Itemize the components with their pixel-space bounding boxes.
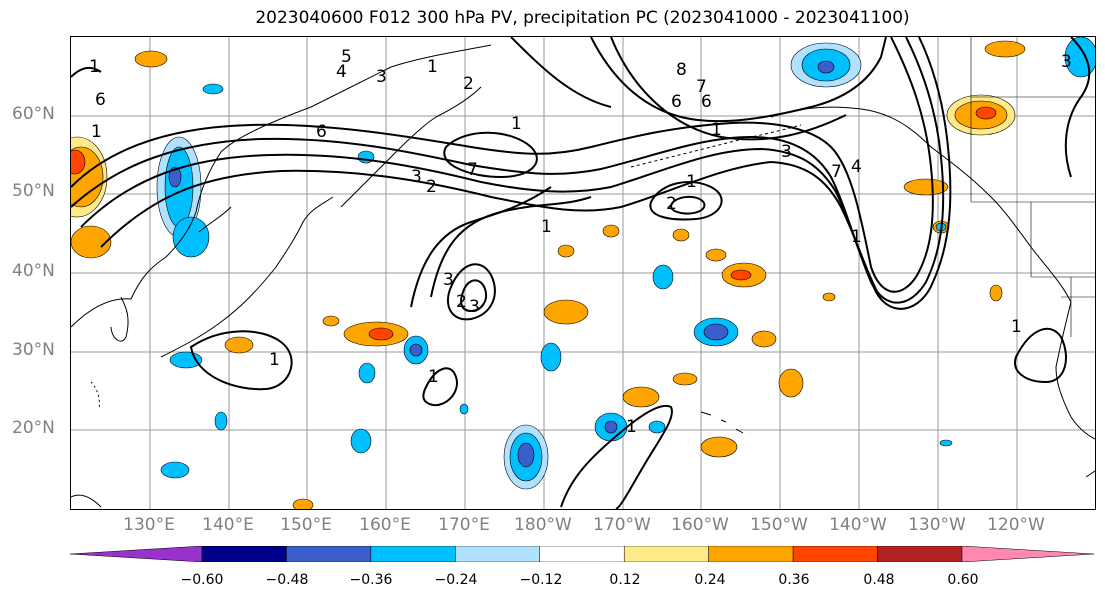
precip-shading [71, 37, 1095, 509]
lat-label-30n: 30°N [12, 340, 55, 360]
contour-label: 1 [91, 122, 102, 142]
colorbar-segment [370, 546, 456, 562]
contour-label: 1 [686, 172, 697, 192]
lon-label-140e: 140°E [202, 515, 254, 535]
lon-label-130e: 130°E [123, 515, 175, 535]
contour-label: 7 [696, 77, 707, 97]
contour-label: 5 [341, 47, 352, 67]
colorbar-segment [539, 546, 625, 562]
contour-label: 7 [831, 162, 842, 182]
lon-label-120w: 120°W [987, 515, 1045, 535]
colorbar-extend-low [70, 546, 203, 562]
lon-label-140w: 140°W [829, 515, 887, 535]
colorbar-segment [877, 546, 963, 562]
contour-label: 3 [469, 297, 480, 317]
contour-label: 2 [666, 194, 677, 214]
colorbar-extend-high [961, 546, 1094, 562]
contour-label: 6 [671, 92, 682, 112]
colorbar-tick: −0.60 [180, 572, 224, 588]
contour-label: 6 [701, 92, 712, 112]
lat-label-40n: 40°N [12, 261, 55, 281]
colorbar-tick: −0.24 [434, 572, 478, 588]
contour-label: 1 [511, 114, 522, 134]
colorbar-segment [286, 546, 372, 562]
lon-label-150w: 150°W [750, 515, 808, 535]
map-title: 2023040600 F012 300 hPa PV, precipitatio… [255, 8, 910, 28]
colorbar-tick: 0.24 [694, 572, 726, 588]
contour-label: 3 [781, 142, 792, 162]
contour-label: 3 [1061, 52, 1072, 72]
contour-label: 2 [426, 177, 437, 197]
colorbar-tick: 0.60 [947, 572, 979, 588]
pv-contours [71, 37, 1091, 509]
contour-label: 2 [456, 292, 467, 312]
lat-label-20n: 20°N [12, 418, 55, 438]
colorbar-tick: −0.48 [265, 572, 309, 588]
lon-label-180w: 180°W [514, 515, 572, 535]
colorbar-segment [201, 546, 287, 562]
contour-label: 8 [676, 60, 687, 80]
colorbar-segment [623, 546, 709, 562]
contour-labels: 6 6 1 2 3 4 5 7 6 8 6 7 3 2 1 3 1 2 1 1 … [89, 47, 1072, 437]
lon-label-160w: 160°W [671, 515, 729, 535]
colorbar-tick: 0.48 [863, 572, 895, 588]
contour-label: 3 [376, 67, 387, 87]
contour-label: 3 [443, 270, 454, 290]
colorbar-tick: −0.12 [519, 572, 563, 588]
contour-label: 1 [711, 120, 722, 140]
map-canvas: 6 6 1 2 3 4 5 7 6 8 6 7 3 2 1 3 1 2 1 1 … [71, 37, 1095, 509]
colorbar-tick: 0.36 [778, 572, 810, 588]
colorbar-tick: −0.36 [349, 572, 393, 588]
contour-label: 1 [427, 57, 438, 77]
contour-label: 3 [411, 167, 422, 187]
colorbar-segment [455, 546, 541, 562]
contour-label: 1 [269, 350, 280, 370]
contour-label: 1 [428, 367, 439, 387]
coastlines [71, 37, 1095, 508]
contour-label: 6 [316, 122, 327, 142]
contour-label: 1 [626, 417, 637, 437]
colorbar [70, 546, 1094, 562]
colorbar-segment [792, 546, 878, 562]
contour-label: 6 [95, 90, 106, 110]
gridlines [71, 37, 1095, 509]
lat-label-60n: 60°N [12, 104, 55, 124]
contour-label: 7 [467, 160, 478, 180]
lon-label-170e: 170°E [438, 515, 490, 535]
lon-label-170w: 170°W [593, 515, 651, 535]
map-panel: 6 6 1 2 3 4 5 7 6 8 6 7 3 2 1 3 1 2 1 1 … [70, 36, 1096, 510]
lon-label-160e: 160°E [359, 515, 411, 535]
colorbar-segment [708, 546, 794, 562]
contour-label: 1 [1011, 317, 1022, 337]
lon-label-150e: 150°E [280, 515, 332, 535]
contour-label: 1 [541, 217, 552, 237]
contour-label: 1 [89, 57, 100, 77]
lon-label-130w: 130°W [908, 515, 966, 535]
colorbar-tick: 0.12 [609, 572, 641, 588]
contour-label: 4 [851, 157, 862, 177]
contour-label: 1 [851, 227, 862, 247]
lat-label-50n: 50°N [12, 181, 55, 201]
contour-label: 4 [336, 62, 347, 82]
contour-label: 2 [463, 74, 474, 94]
